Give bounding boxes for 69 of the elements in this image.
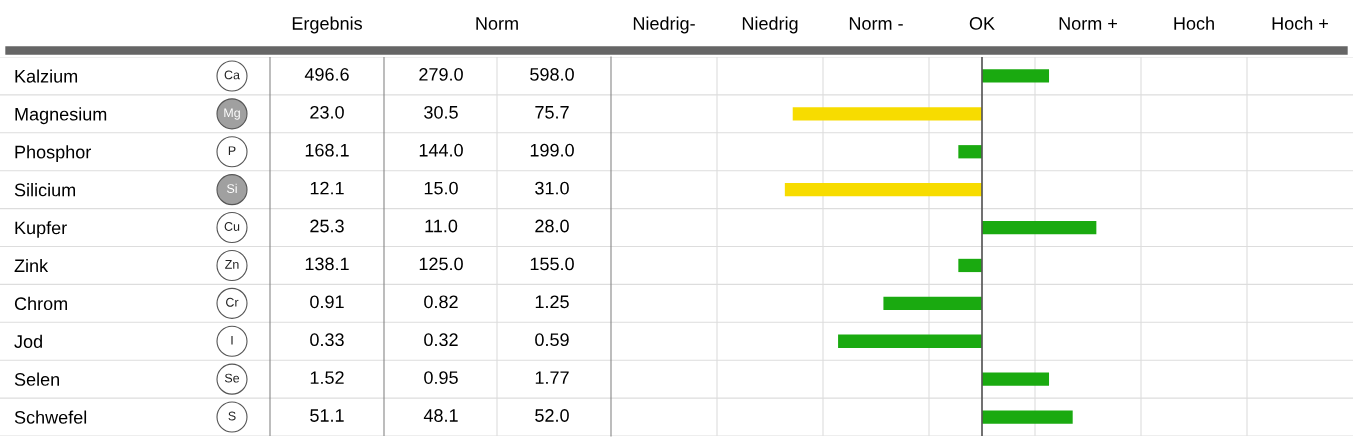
text: 598.0 — [530, 68, 574, 81]
y-tick-label: Phosphor — [15, 145, 91, 163]
text: Zn — [225, 260, 239, 269]
bar — [958, 145, 982, 159]
y-tick-label: Magnesium — [15, 107, 107, 125]
bar — [883, 296, 982, 310]
text: 199.0 — [530, 143, 574, 157]
text: 138.1 — [305, 257, 349, 271]
y-tick-label: Zink — [14, 258, 49, 272]
text: 0.33 — [310, 333, 344, 347]
text: 144.0 — [419, 143, 463, 157]
bar — [784, 183, 982, 197]
text: 25.3 — [310, 219, 344, 233]
text: 0.95 — [424, 371, 458, 384]
bar — [982, 69, 1050, 83]
text: Niedrig- — [633, 16, 695, 34]
text: 75.7 — [535, 106, 569, 119]
text: 51.1 — [310, 409, 344, 422]
text: Cu — [224, 222, 240, 231]
text: 0.91 — [310, 295, 344, 309]
text: Hoch — [1174, 16, 1214, 30]
text: 30.5 — [424, 105, 458, 119]
text: 1.77 — [535, 371, 569, 384]
text: S — [228, 411, 236, 421]
text: 48.1 — [423, 409, 458, 422]
bar — [982, 220, 1097, 235]
text: Si — [227, 183, 237, 194]
text: Mg — [224, 108, 240, 120]
text: Cr — [226, 297, 239, 307]
text: 155.0 — [530, 257, 574, 271]
y-tick-label: Silicium — [14, 183, 76, 197]
text: 23.0 — [310, 105, 344, 119]
y-tick-label: Schwefel — [14, 410, 87, 424]
text: 1.25 — [535, 295, 569, 309]
text: I — [231, 335, 233, 345]
text: Hoch + — [1272, 16, 1328, 30]
text: 1.52 — [310, 371, 344, 384]
text: 0.59 — [535, 333, 569, 347]
text: 31.0 — [535, 181, 569, 195]
text: 125.0 — [419, 257, 463, 271]
text: 52.0 — [535, 409, 569, 422]
y-tick-label: Selen — [14, 372, 60, 386]
text: Ca — [224, 70, 240, 80]
text: P — [228, 146, 236, 155]
text: Norm + — [1059, 17, 1117, 30]
text: 15.0 — [424, 181, 458, 195]
y-tick-label: Chrom — [14, 296, 67, 311]
text: 279.0 — [419, 68, 463, 81]
text: 0.82 — [424, 295, 458, 309]
text: 11.0 — [425, 219, 458, 233]
text: 0.32 — [424, 333, 458, 347]
bar — [838, 334, 982, 348]
y-tick-label: Kalzium — [15, 69, 78, 83]
text: OK — [969, 17, 995, 30]
text: Norm — [476, 17, 518, 30]
text: Se — [224, 373, 240, 383]
bar — [982, 410, 1073, 424]
y-tick-label: Jod — [14, 334, 42, 348]
text: 12.1 — [310, 181, 344, 195]
bar — [958, 258, 982, 273]
text: Ergebnis — [292, 16, 362, 34]
y-tick-label: Kupfer — [15, 221, 67, 238]
text: Niedrig — [742, 16, 798, 34]
bar — [792, 107, 982, 121]
text: Norm - — [849, 17, 903, 30]
bar — [982, 372, 1050, 386]
text: 496.6 — [304, 68, 349, 81]
text: 168.1 — [305, 143, 349, 157]
text: 28.0 — [535, 219, 569, 233]
